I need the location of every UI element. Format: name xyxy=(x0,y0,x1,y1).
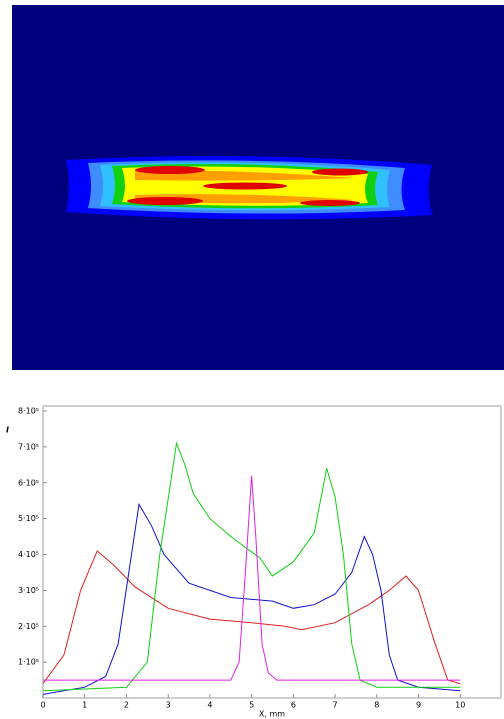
series-line xyxy=(43,476,460,680)
page: I X, mm 0 1 2 3 4 5 6 7 8 9 10 1·10⁵ 2·10⁵ 3·10⁵ 4·10⁵… xyxy=(0,0,504,719)
x-tick-label: 7 xyxy=(333,701,338,710)
y-tick-label: 8·10⁵ xyxy=(18,407,39,416)
x-tick-label: 4 xyxy=(207,701,212,710)
x-tick-label: 2 xyxy=(124,701,129,710)
map-peak xyxy=(127,197,203,205)
x-tick-label: 9 xyxy=(416,701,421,710)
y-axis-label: I xyxy=(6,426,9,435)
series-line xyxy=(43,504,460,694)
x-tick-label: 6 xyxy=(291,701,296,710)
x-tick-label: 1 xyxy=(82,701,87,710)
y-tick-label: 6·10⁵ xyxy=(18,478,39,487)
x-tick-label: 3 xyxy=(166,701,171,710)
x-axis-label: X, mm xyxy=(259,710,285,719)
map-peak xyxy=(300,200,360,206)
x-tick-label: 5 xyxy=(249,701,254,710)
map-peak xyxy=(203,183,287,190)
y-tick-label: 2·10⁵ xyxy=(18,622,39,631)
y-tick-label: 4·10⁵ xyxy=(18,550,39,559)
x-tick-label: 10 xyxy=(455,701,465,710)
series-line xyxy=(43,551,460,684)
intensity-map xyxy=(12,5,504,370)
map-peak xyxy=(135,166,205,174)
plot-frame xyxy=(43,406,501,698)
y-tick-label: 7·10⁵ xyxy=(18,442,39,451)
x-tick-label: 8 xyxy=(374,701,379,710)
y-tick-label: 5·10⁵ xyxy=(18,514,39,523)
x-tick-label: 0 xyxy=(40,701,45,710)
y-tick-label: 3·10⁵ xyxy=(18,586,39,595)
map-peak xyxy=(312,169,368,176)
y-tick-label: 1·10⁵ xyxy=(18,658,39,667)
